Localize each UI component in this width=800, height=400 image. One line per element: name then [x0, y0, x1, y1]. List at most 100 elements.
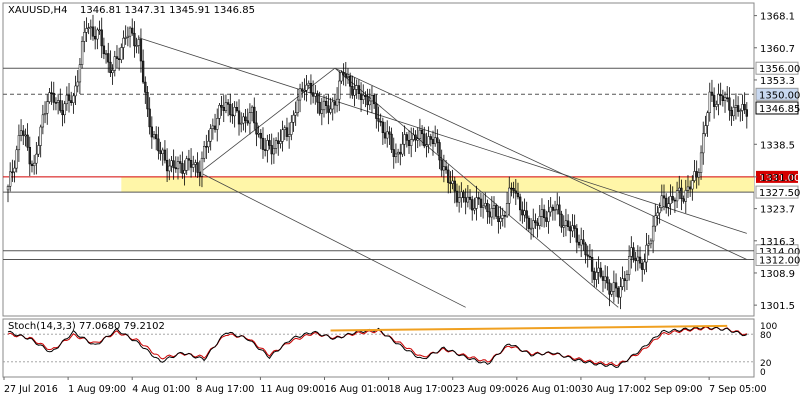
x-tick-label: 1 Aug 09:00	[68, 384, 126, 395]
candle-body	[495, 205, 498, 217]
level-label-bg	[755, 252, 799, 266]
candle-body	[418, 129, 422, 140]
candle-body	[163, 149, 167, 161]
candle-body	[586, 254, 589, 257]
candle-body	[569, 226, 572, 232]
candle-body	[100, 29, 103, 47]
candle-body	[74, 85, 77, 97]
candle-body	[237, 110, 241, 125]
candle-body	[693, 171, 696, 181]
y-tick-label: 1316.3	[760, 237, 795, 248]
candle-body	[444, 166, 448, 171]
candle-body	[505, 203, 509, 217]
candle-body	[671, 196, 674, 201]
candle-body	[431, 139, 435, 145]
level-label-bg	[756, 170, 798, 183]
candle-body	[669, 196, 672, 204]
candle-body	[344, 73, 347, 78]
candle-body	[181, 163, 184, 174]
candle-body	[26, 134, 29, 148]
candle-body	[739, 110, 742, 112]
stoch-label: Stoch(14,3,3) 77.0680 79.2102	[8, 321, 165, 332]
candle-body	[566, 220, 570, 227]
candle-body	[139, 39, 143, 62]
candle-body	[246, 120, 249, 124]
candle-body	[189, 159, 193, 168]
candle-body	[529, 227, 533, 230]
candle-body	[702, 133, 705, 154]
candle-body	[17, 135, 21, 151]
candle-body	[59, 100, 62, 111]
candle-body	[549, 206, 552, 213]
candle-body	[732, 107, 735, 117]
support-zone	[121, 176, 755, 193]
candle-body	[403, 134, 406, 145]
candle-body	[662, 195, 666, 199]
candle-body	[708, 91, 711, 113]
candle-body	[357, 85, 361, 95]
stoch-trendline	[330, 324, 728, 332]
candle-body	[220, 104, 223, 108]
level-label-bg	[755, 87, 799, 101]
candle-body	[118, 58, 121, 60]
x-tick-label: 30 Aug 17:00	[581, 384, 645, 395]
candle-body	[253, 106, 256, 124]
candle-body	[704, 125, 707, 134]
candle-body	[383, 132, 387, 139]
candle-body	[331, 101, 334, 110]
candle-body	[349, 76, 352, 87]
candle-body	[460, 191, 463, 198]
candle-body	[726, 97, 729, 99]
candle-body	[224, 102, 228, 111]
candle-body	[721, 95, 724, 101]
candle-body	[538, 216, 541, 226]
candle-body	[194, 162, 197, 165]
candle-body	[229, 104, 232, 116]
candle-body	[43, 113, 47, 116]
candle-body	[638, 256, 642, 264]
candle-body	[673, 199, 677, 202]
candle-body	[285, 127, 289, 137]
candle-body	[606, 276, 609, 284]
candle-body	[536, 222, 539, 226]
candle-body	[617, 287, 620, 298]
candle-body	[338, 80, 341, 100]
candle-body	[213, 125, 217, 130]
candle-body	[706, 112, 709, 126]
candle-body	[630, 247, 633, 257]
candle-body	[305, 84, 308, 91]
candle-body	[697, 172, 701, 178]
candle-body	[144, 81, 147, 93]
candle-body	[9, 171, 12, 187]
candle-body	[597, 267, 600, 273]
candle-body	[684, 190, 687, 202]
candle-body	[689, 186, 692, 190]
candle-body	[471, 199, 474, 211]
candle-body	[632, 247, 635, 259]
candle-body	[353, 89, 356, 96]
candle-body	[362, 94, 365, 100]
candle-body	[695, 171, 698, 178]
candle-body	[364, 94, 367, 97]
candle-body	[311, 92, 315, 97]
candle-body	[647, 243, 650, 246]
candle-body	[131, 27, 134, 34]
candle-body	[547, 211, 550, 222]
candle-body	[211, 125, 215, 129]
candle-body	[87, 27, 90, 29]
candle-body	[743, 104, 746, 110]
x-tick-label: 4 Aug 01:00	[132, 384, 190, 395]
candle-body	[183, 170, 186, 174]
candle-body	[588, 255, 592, 258]
candle-body	[423, 133, 426, 147]
candle-body	[682, 198, 685, 202]
candle-body	[50, 92, 53, 94]
candle-body	[675, 190, 679, 202]
candle-body	[22, 130, 25, 136]
candle-body	[94, 35, 97, 40]
candle-body	[255, 122, 258, 135]
candle-body	[13, 167, 16, 173]
candle-body	[499, 218, 502, 222]
x-tick-label: 8 Aug 17:00	[196, 384, 254, 395]
candle-body	[741, 104, 744, 111]
